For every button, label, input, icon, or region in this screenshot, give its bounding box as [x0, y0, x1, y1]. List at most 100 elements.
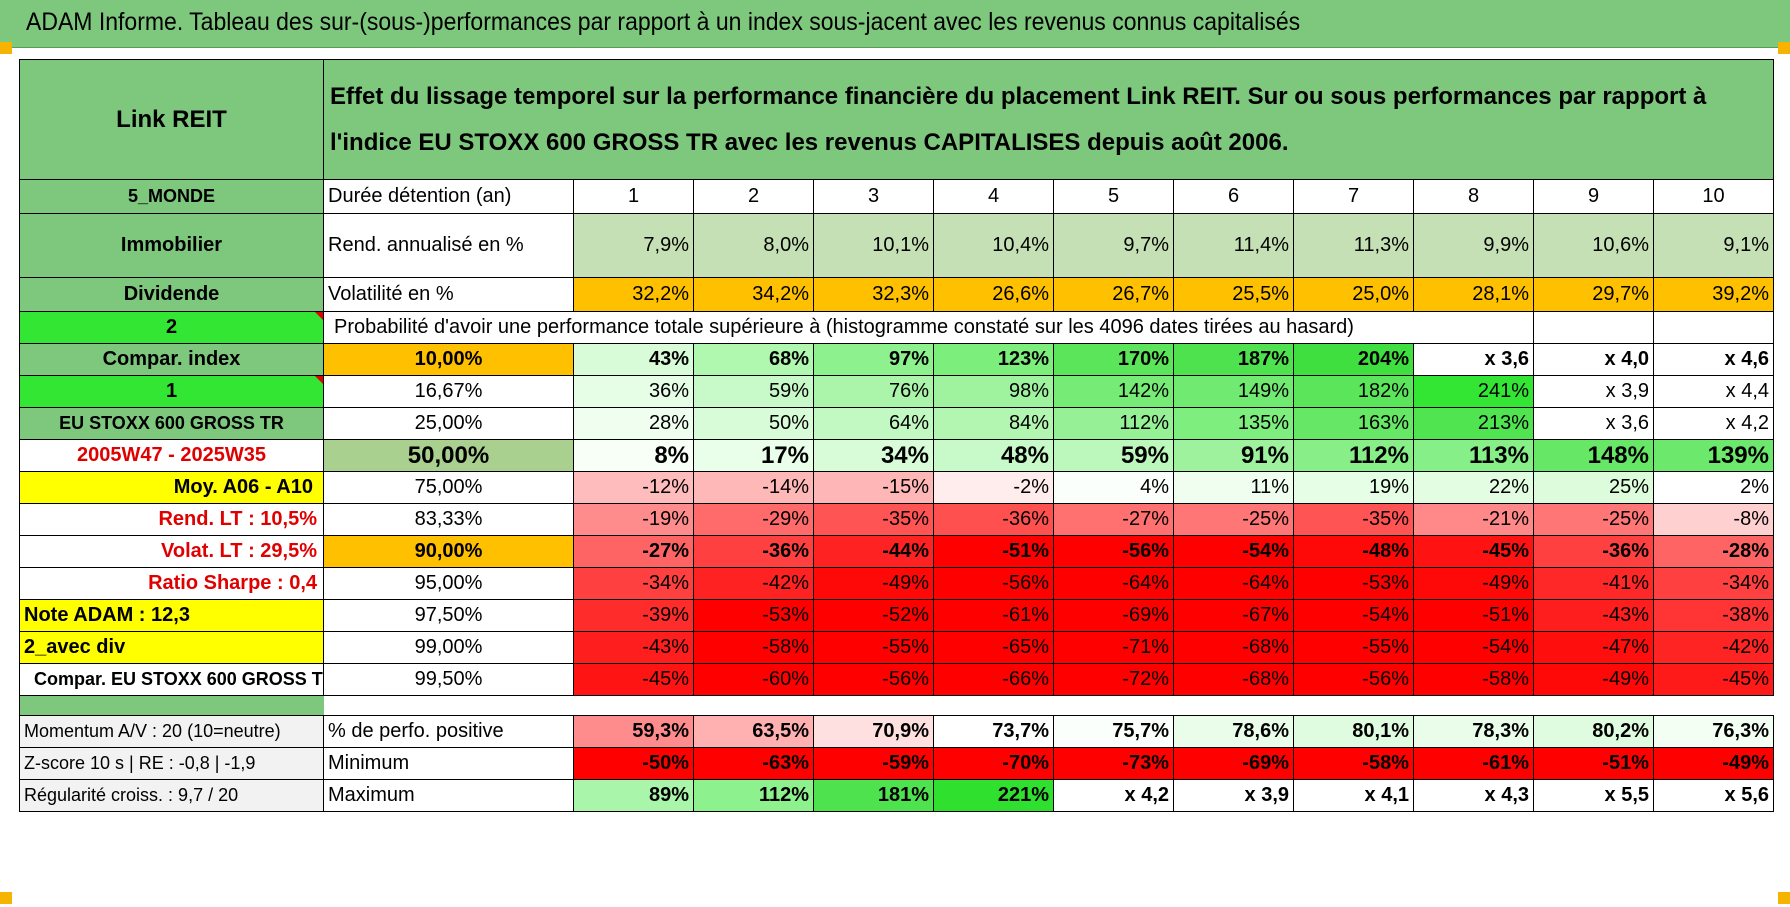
- performance-cell: -27%: [573, 535, 694, 568]
- performance-cell: 204%: [1293, 343, 1414, 376]
- performance-cell: 68%: [693, 343, 814, 376]
- performance-cell: -29%: [693, 503, 814, 536]
- minimum-value: -49%: [1653, 747, 1774, 780]
- performance-cell: 22%: [1413, 471, 1534, 504]
- performance-cell: -56%: [813, 663, 934, 696]
- probability-threshold: 75,00%: [323, 471, 574, 504]
- type-label: Dividende: [19, 277, 324, 312]
- performance-cell: -67%: [1173, 599, 1294, 632]
- corner-marker: [0, 42, 12, 54]
- volat-lt-label: Volat. LT : 29,5%: [19, 535, 324, 568]
- performance-cell: 170%: [1053, 343, 1174, 376]
- performance-cell: 84%: [933, 407, 1054, 440]
- index-choice-cell[interactable]: 2: [19, 311, 324, 344]
- performance-cell: x 4,6: [1653, 343, 1774, 376]
- performance-cell: 25%: [1533, 471, 1654, 504]
- volatility-value: 26,6%: [933, 277, 1054, 312]
- performance-cell: -56%: [933, 567, 1054, 600]
- performance-cell: 241%: [1413, 375, 1534, 408]
- year-header: 6: [1173, 179, 1294, 214]
- sharpe-label: Ratio Sharpe : 0,4: [19, 567, 324, 600]
- performance-cell: -65%: [933, 631, 1054, 664]
- performance-cell: -39%: [573, 599, 694, 632]
- performance-cell: x 3,9: [1533, 375, 1654, 408]
- positive-perf-value: 80,1%: [1293, 715, 1414, 748]
- table-description: Effet du lissage temporel sur la perform…: [323, 59, 1774, 180]
- title-bar: ADAM Informe. Tableau des sur-(sous-)per…: [0, 0, 1790, 48]
- performance-cell: -36%: [693, 535, 814, 568]
- annual-return-value: 9,1%: [1653, 213, 1774, 278]
- zscore-label: Z-score 10 s | RE : -0,8 | -1,9: [19, 747, 324, 780]
- performance-cell: -19%: [573, 503, 694, 536]
- index-number-value: 1: [165, 380, 178, 402]
- maximum-value: x 4,2: [1053, 779, 1174, 812]
- performance-table: Link REIT Effet du lissage temporel sur …: [19, 59, 1774, 812]
- performance-cell: x 4,4: [1653, 375, 1774, 408]
- spacer-cell: [324, 696, 1774, 716]
- adam-note-label: Note ADAM : 12,3: [19, 599, 324, 632]
- volatility-value: 32,2%: [573, 277, 694, 312]
- year-header: 5: [1053, 179, 1174, 214]
- annual-return-label: Rend. annualisé en %: [323, 213, 574, 278]
- positive-perf-value: 63,5%: [693, 715, 814, 748]
- index-choice-value: 2: [165, 316, 178, 338]
- performance-cell: -56%: [1053, 535, 1174, 568]
- index-number-cell[interactable]: 1: [19, 375, 324, 408]
- positive-perf-value: 78,6%: [1173, 715, 1294, 748]
- minimum-value: -70%: [933, 747, 1054, 780]
- minimum-value: -63%: [693, 747, 814, 780]
- performance-cell: -45%: [1413, 535, 1534, 568]
- performance-cell: -34%: [573, 567, 694, 600]
- performance-cell: -54%: [1173, 535, 1294, 568]
- probability-threshold: 90,00%: [323, 535, 574, 568]
- volatility-value: 39,2%: [1653, 277, 1774, 312]
- performance-cell: -55%: [1293, 631, 1414, 664]
- annual-return-value: 10,4%: [933, 213, 1054, 278]
- performance-cell: -15%: [813, 471, 934, 504]
- performance-cell: x 4,2: [1653, 407, 1774, 440]
- performance-cell: -68%: [1173, 663, 1294, 696]
- volatility-value: 25,0%: [1293, 277, 1414, 312]
- performance-cell: -58%: [1413, 663, 1534, 696]
- avec-div-label: 2_avec div: [19, 631, 324, 664]
- compar-eu-label: Compar. EU STOXX 600 GROSS TR: [19, 663, 324, 696]
- annual-return-value: 8,0%: [693, 213, 814, 278]
- performance-cell: -2%: [933, 471, 1054, 504]
- performance-cell: -61%: [933, 599, 1054, 632]
- performance-cell: 17%: [693, 439, 814, 472]
- compar-index-label: Compar. index: [19, 343, 324, 376]
- volatility-value: 34,2%: [693, 277, 814, 312]
- performance-cell: -54%: [1413, 631, 1534, 664]
- empty-cell: [1653, 311, 1774, 344]
- performance-cell: 163%: [1293, 407, 1414, 440]
- performance-cell: -38%: [1653, 599, 1774, 632]
- performance-cell: -43%: [573, 631, 694, 664]
- minimum-value: -50%: [573, 747, 694, 780]
- performance-cell: -25%: [1173, 503, 1294, 536]
- positive-perf-value: 73,7%: [933, 715, 1054, 748]
- performance-cell: 8%: [573, 439, 694, 472]
- probability-threshold: 97,50%: [323, 599, 574, 632]
- performance-cell: 123%: [933, 343, 1054, 376]
- annual-return-value: 9,7%: [1053, 213, 1174, 278]
- performance-cell: 98%: [933, 375, 1054, 408]
- performance-cell: -41%: [1533, 567, 1654, 600]
- year-header: 2: [693, 179, 814, 214]
- performance-cell: 43%: [573, 343, 694, 376]
- period-label: 2005W47 - 2025W35: [19, 439, 324, 472]
- performance-cell: -42%: [693, 567, 814, 600]
- maximum-value: 112%: [693, 779, 814, 812]
- performance-cell: -72%: [1053, 663, 1174, 696]
- annual-return-value: 11,4%: [1173, 213, 1294, 278]
- maximum-value: x 3,9: [1173, 779, 1294, 812]
- probability-threshold: 50,00%: [323, 439, 574, 472]
- performance-cell: -25%: [1533, 503, 1654, 536]
- corner-marker: [0, 892, 12, 904]
- performance-cell: 11%: [1173, 471, 1294, 504]
- performance-cell: 142%: [1053, 375, 1174, 408]
- regularity-label: Régularité croiss. : 9,7 / 20: [19, 779, 324, 812]
- performance-cell: 76%: [813, 375, 934, 408]
- rend-lt-label: Rend. LT : 10,5%: [19, 503, 324, 536]
- annual-return-value: 10,1%: [813, 213, 934, 278]
- performance-cell: 97%: [813, 343, 934, 376]
